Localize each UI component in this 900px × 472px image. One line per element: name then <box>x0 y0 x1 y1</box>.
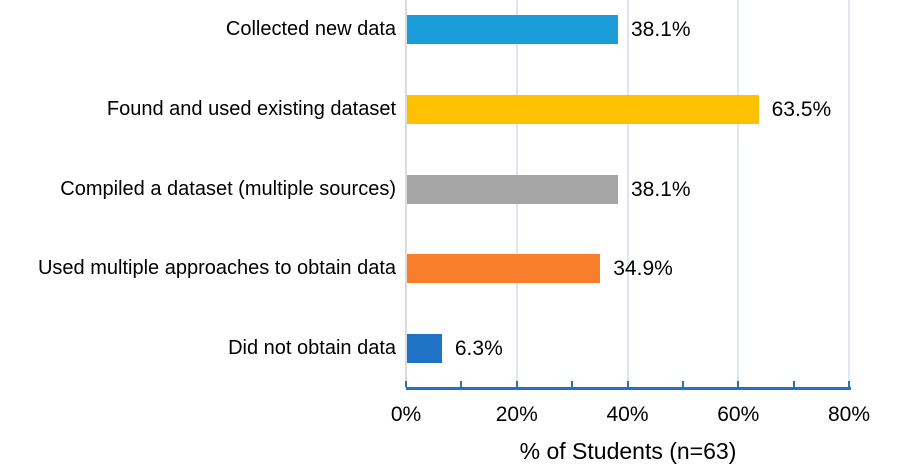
category-label-did-not-obtain-data: Did not obtain data <box>228 336 396 359</box>
category-label-found-and-used-existing-dataset: Found and used existing dataset <box>106 97 396 120</box>
x-axis-tick-label-40: 40% <box>606 403 649 426</box>
data-label-collected-new-data: 38.1% <box>630 18 691 42</box>
x-axis-tick-20 <box>515 381 518 387</box>
x-axis-tick-label-60: 60% <box>717 403 760 426</box>
gridline-60 <box>737 0 740 388</box>
x-axis-tick-60 <box>737 381 740 387</box>
data-label-did-not-obtain-data: 6.3% <box>454 336 503 360</box>
bar-collected-new-data <box>407 15 618 45</box>
x-axis-tick-80 <box>848 381 850 387</box>
x-axis-tick-70 <box>792 381 795 387</box>
gridline-40 <box>626 0 629 388</box>
category-label-compiled-a-dataset-multiple-sources: Compiled a dataset (multiple sources) <box>60 177 396 200</box>
bar-used-multiple-approaches-to-obtain-data <box>407 254 601 284</box>
bar-found-and-used-existing-dataset <box>407 94 759 124</box>
x-axis-tick-label-0: 0% <box>390 403 422 426</box>
x-axis-tick-40 <box>626 381 629 387</box>
x-axis-tick-label-20: 20% <box>495 403 538 426</box>
x-axis-tick-50 <box>681 381 684 387</box>
data-label-compiled-a-dataset-multiple-sources: 38.1% <box>630 177 691 201</box>
x-axis-tick-0 <box>405 381 407 387</box>
category-axis-line <box>405 0 407 388</box>
x-axis-tick-label-80: 80% <box>827 403 871 426</box>
x-axis-line <box>406 387 851 390</box>
bar-did-not-obtain-data <box>407 333 442 363</box>
x-axis-title: % of Students (n=63) <box>519 438 737 464</box>
x-axis-tick-10 <box>460 381 463 387</box>
data-label-found-and-used-existing-dataset: 63.5% <box>771 97 832 121</box>
bar-compiled-a-dataset-multiple-sources <box>407 174 618 204</box>
category-label-collected-new-data: Collected new data <box>225 18 396 41</box>
category-label-used-multiple-approaches-to-obtain-data: Used multiple approaches to obtain data <box>37 257 396 280</box>
gridline-80 <box>848 0 850 388</box>
x-axis-tick-30 <box>571 381 574 387</box>
data-label-used-multiple-approaches-to-obtain-data: 34.9% <box>613 257 673 281</box>
